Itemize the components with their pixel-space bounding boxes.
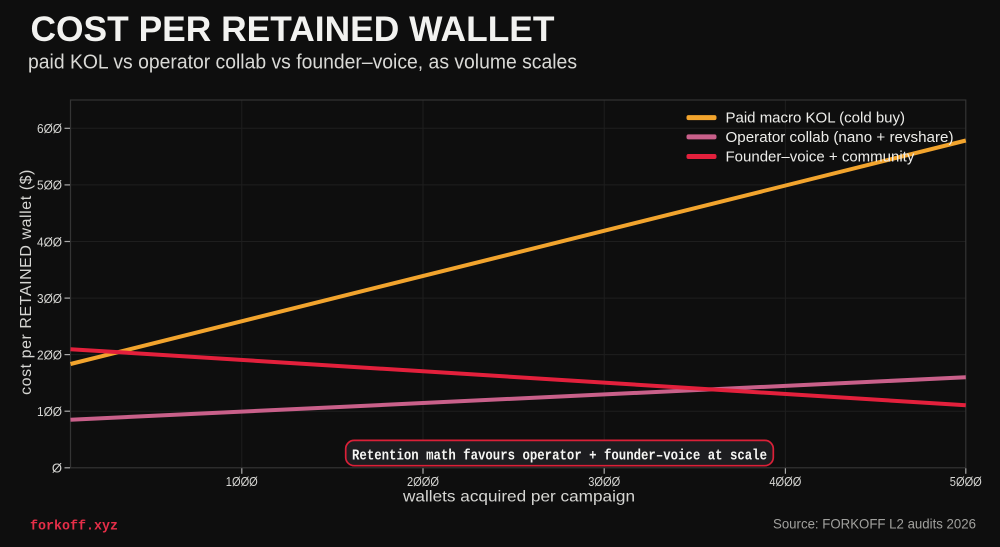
svg-text:3ØØ: 3ØØ [37,291,62,306]
svg-text:1ØØØ: 1ØØØ [226,474,258,489]
svg-text:Ø: Ø [52,461,62,476]
svg-text:2ØØØ: 2ØØØ [407,474,439,489]
svg-text:5ØØØ: 5ØØØ [950,474,982,489]
svg-text:Retention math favours operato: Retention math favours operator + founde… [352,447,767,464]
svg-text:Paid macro KOL (cold buy): Paid macro KOL (cold buy) [726,109,906,126]
svg-text:Source: FORKOFF L2 audits 2026: Source: FORKOFF L2 audits 2026 [773,516,976,532]
svg-text:4ØØØ: 4ØØØ [769,474,801,489]
svg-text:cost per RETAINED wallet ($): cost per RETAINED wallet ($) [18,169,35,395]
svg-text:forkoff.xyz: forkoff.xyz [30,518,118,534]
svg-text:1ØØ: 1ØØ [37,404,62,419]
svg-text:Operator collab (nano + revsha: Operator collab (nano + revshare) [726,129,954,146]
svg-text:3ØØØ: 3ØØØ [588,474,620,489]
svg-text:Founder–voice + community: Founder–voice + community [726,149,915,166]
svg-text:COST PER RETAINED WALLET: COST PER RETAINED WALLET [31,9,555,49]
svg-text:wallets acquired per campaign: wallets acquired per campaign [402,489,635,506]
svg-text:2ØØ: 2ØØ [37,347,62,362]
svg-text:5ØØ: 5ØØ [37,178,62,193]
svg-text:6ØØ: 6ØØ [37,121,62,136]
svg-text:4ØØ: 4ØØ [37,234,62,249]
svg-text:paid KOL vs operator collab vs: paid KOL vs operator collab vs founder–v… [28,51,577,73]
